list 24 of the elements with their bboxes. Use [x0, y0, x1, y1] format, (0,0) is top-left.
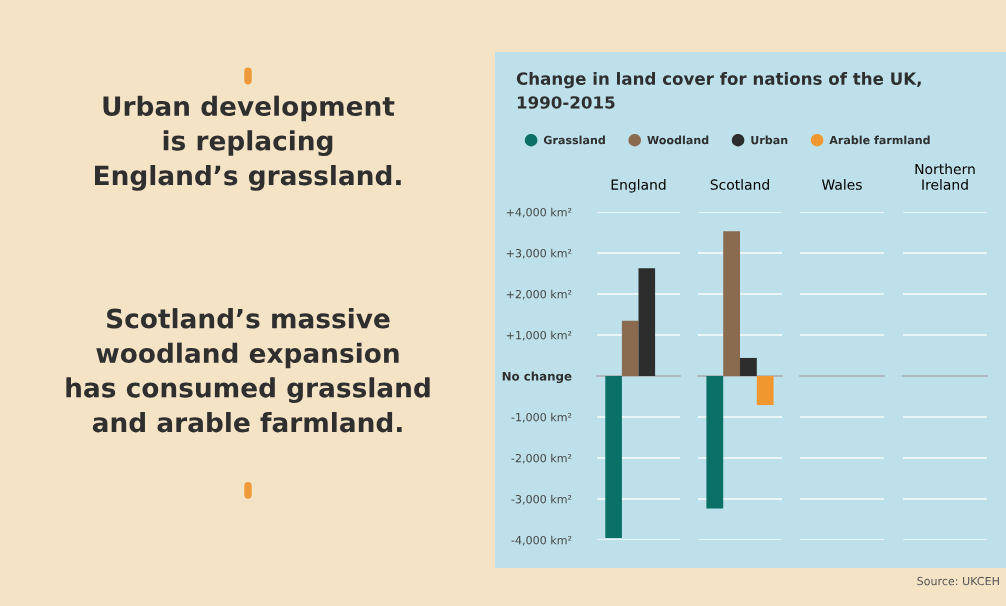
legend-label: Urban: [751, 135, 788, 145]
x-tick-label: Wales: [821, 179, 862, 190]
y-tick-label: -3,000 km²: [511, 494, 572, 505]
y-tick-label: +1,000 km²: [506, 330, 572, 341]
x-tick-label: Northern Ireland: [915, 163, 975, 190]
text: Scotland’s massive woodland expansion has consumed grassland and arable farmland.: [66, 308, 430, 433]
y-tick-label: +4,000 km²: [506, 207, 572, 218]
y-tick-label: -2,000 km²: [511, 453, 572, 464]
y-tick-label: -4,000 km²: [511, 535, 572, 546]
y-tick-label: No change: [502, 371, 572, 384]
legend-label: Grassland: [543, 135, 605, 145]
x-tick-label: England: [611, 179, 666, 193]
legend-label: Arable farmland: [829, 135, 930, 145]
text: Change in land cover for nations of the UK, 1990-2015: [516, 72, 921, 109]
bar: [605, 376, 622, 538]
text: Urban development is replacing England’s grassland.: [95, 95, 401, 191]
x-tick-label: Scotland: [710, 179, 769, 190]
y-tick-label: -1,000 km²: [511, 412, 572, 423]
legend-label: Woodland: [647, 135, 709, 145]
y-tick-label: +3,000 km²: [506, 248, 572, 259]
bar: [621, 320, 639, 376]
bar: [638, 268, 656, 376]
source-note: Source: UKCEH: [917, 576, 999, 586]
y-tick-label: +2,000 km²: [506, 289, 572, 300]
